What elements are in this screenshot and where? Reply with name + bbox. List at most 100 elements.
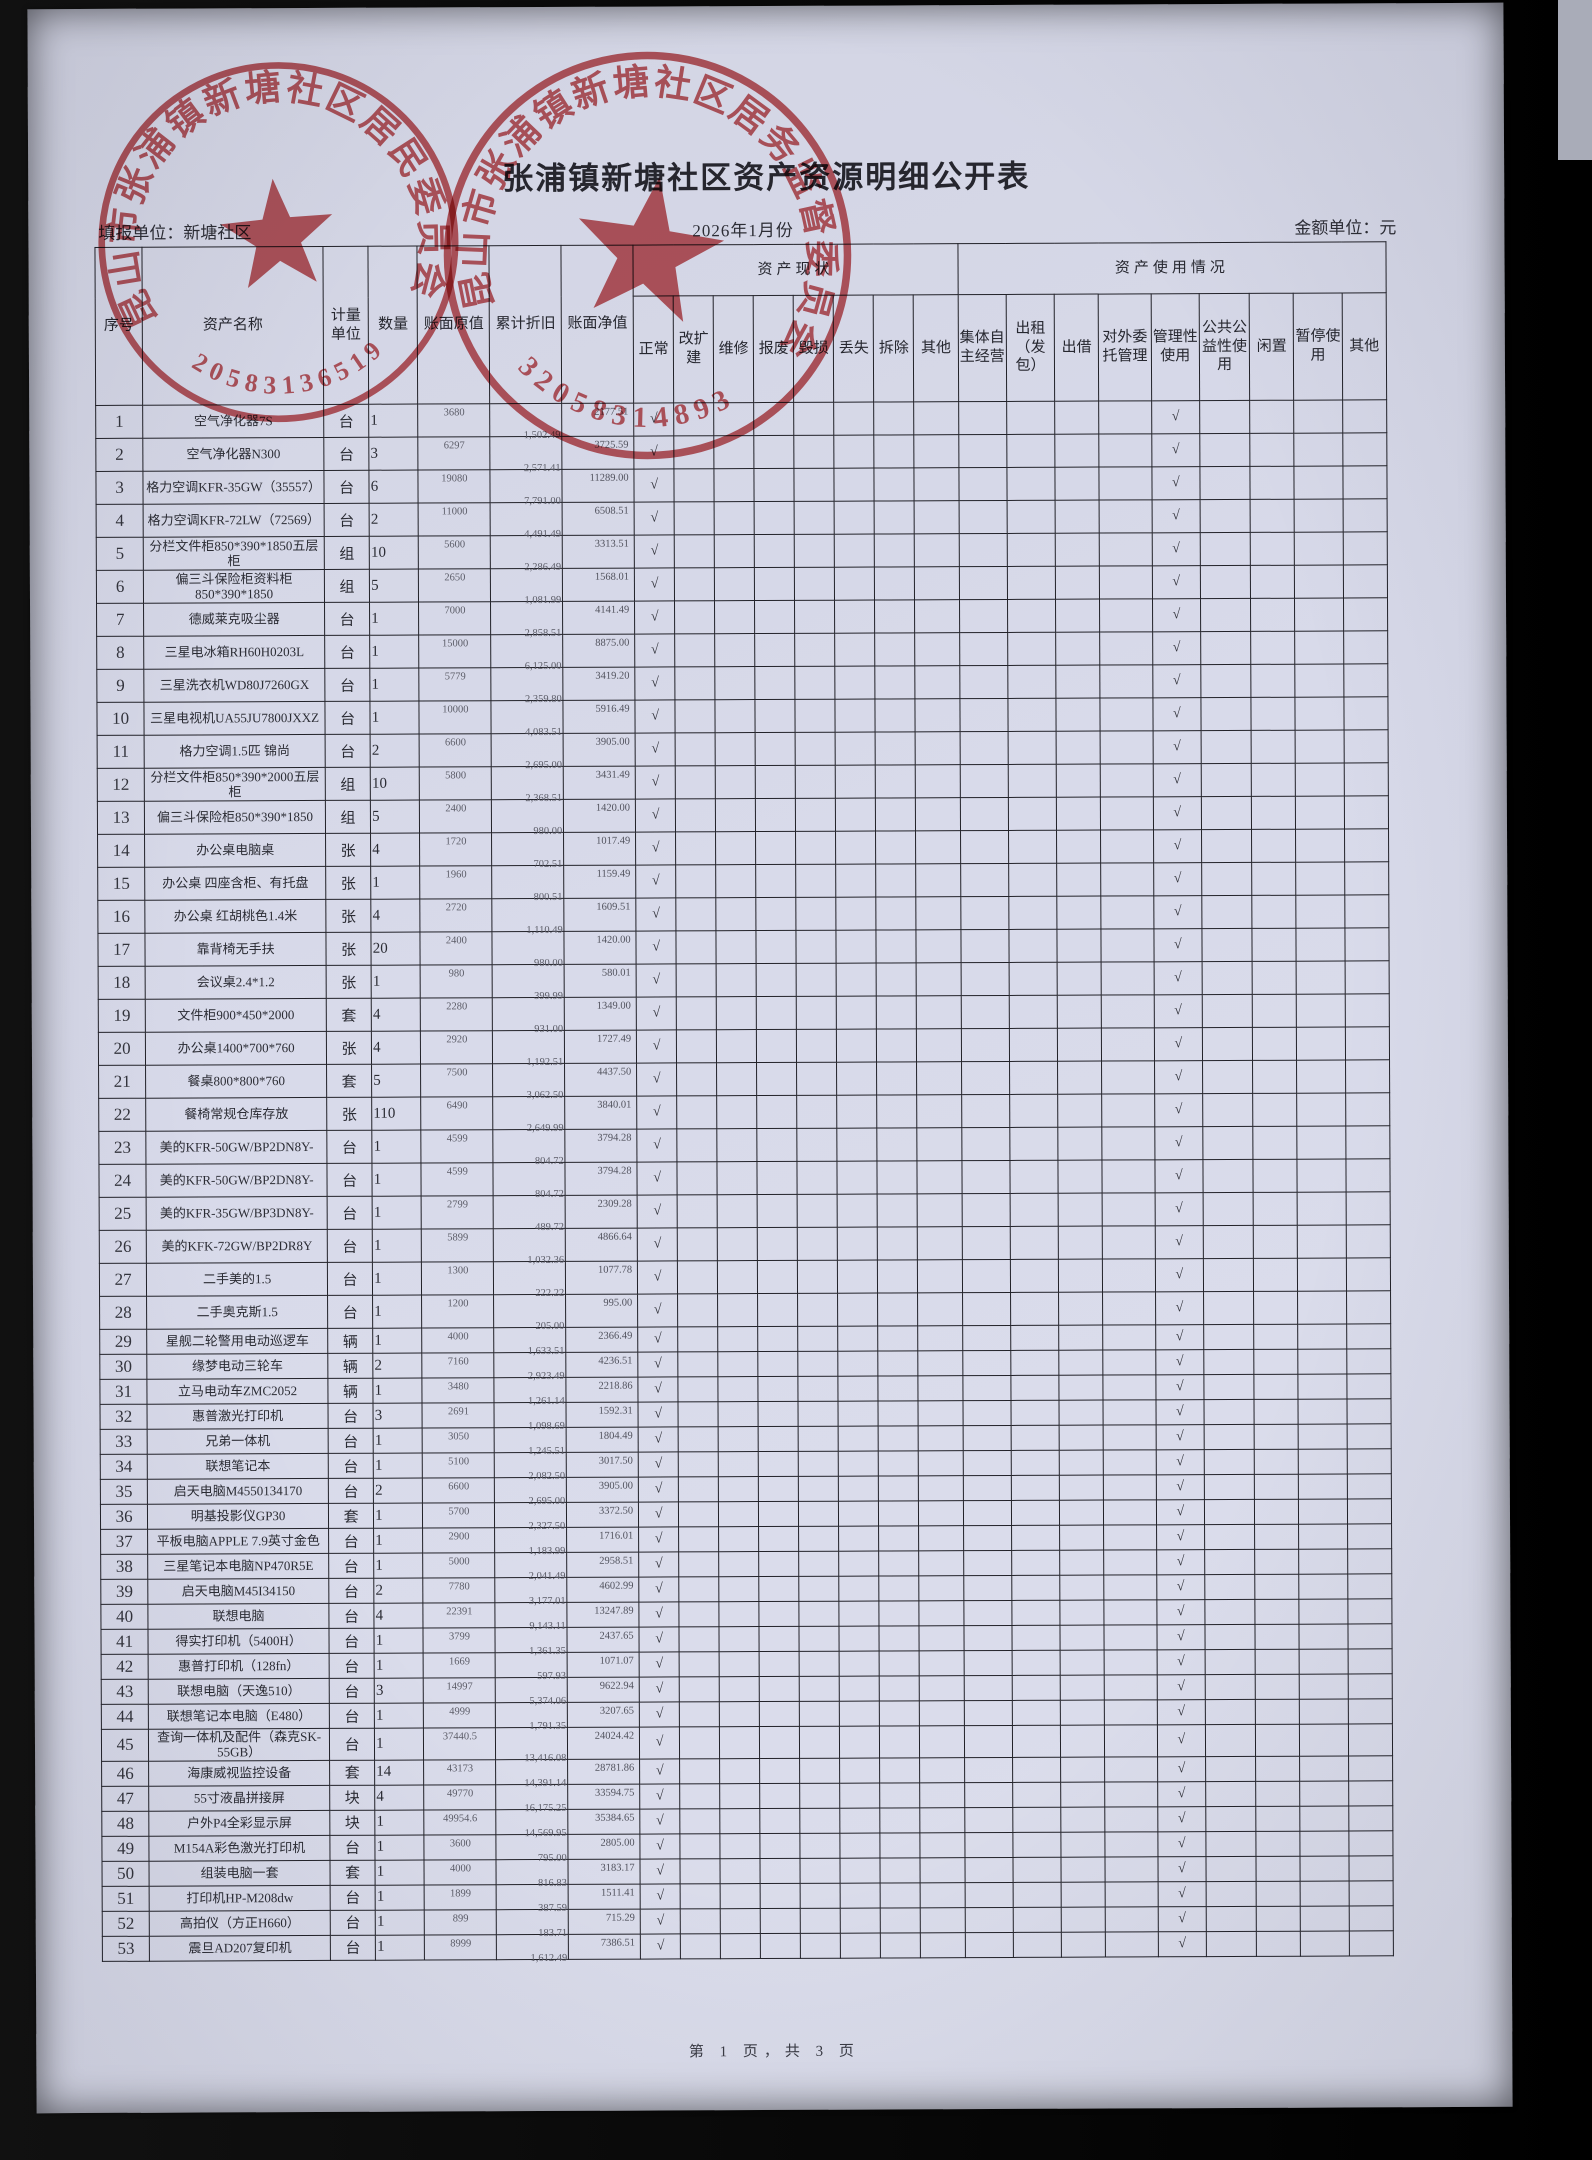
cell-usage-5 bbox=[1202, 1093, 1254, 1127]
cell-usage-3 bbox=[1104, 1756, 1158, 1782]
cell-status-3 bbox=[760, 1808, 801, 1834]
cell-usage-0 bbox=[963, 1525, 1012, 1551]
cell-usage-0 bbox=[963, 1675, 1013, 1701]
cell-status-5 bbox=[837, 1161, 878, 1195]
cell-asset-name: 办公桌电脑桌 bbox=[144, 833, 326, 868]
cell-usage-4: √ bbox=[1154, 1126, 1203, 1160]
cell-book-net: 3431.49 bbox=[563, 766, 636, 800]
cell-status-3 bbox=[755, 732, 796, 766]
cell-usage-0 bbox=[961, 1094, 1010, 1128]
cell-serial: 17 bbox=[97, 933, 146, 967]
cell-usage-8 bbox=[1343, 762, 1389, 796]
cell-usage-3 bbox=[1098, 400, 1152, 435]
cell-usage-2 bbox=[1060, 1806, 1106, 1832]
cell-usage-4: √ bbox=[1155, 1449, 1205, 1475]
cell-quantity: 4 bbox=[371, 1031, 421, 1065]
cell-status-1 bbox=[680, 1858, 721, 1884]
cell-usage-7 bbox=[1299, 1648, 1348, 1675]
cell-status-7 bbox=[919, 1675, 964, 1701]
cell-asset-name: M154A彩色激光打印机 bbox=[149, 1835, 330, 1861]
cell-status-3 bbox=[758, 1501, 799, 1527]
cell-serial: 2 bbox=[95, 438, 144, 472]
cell-quantity: 1 bbox=[373, 1453, 423, 1479]
cell-usage-8 bbox=[1348, 1698, 1393, 1724]
cell-serial: 6 bbox=[96, 570, 144, 604]
cell-quantity: 1 bbox=[372, 1163, 422, 1197]
cell-status-5 bbox=[834, 468, 875, 502]
cell-status-6 bbox=[874, 533, 915, 568]
cell-usage-5 bbox=[1203, 1192, 1254, 1226]
cell-unit: 台 bbox=[329, 1703, 375, 1729]
cell-status-5 bbox=[839, 1576, 880, 1602]
cell-usage-8 bbox=[1347, 1623, 1393, 1649]
cell-status-1 bbox=[676, 1128, 718, 1162]
cell-status-6 bbox=[878, 1350, 919, 1377]
cell-usage-6 bbox=[1253, 1324, 1299, 1350]
cell-usage-3 bbox=[1105, 1806, 1158, 1832]
cell-status-7 bbox=[917, 1127, 962, 1161]
cell-usage-6 bbox=[1256, 1880, 1301, 1907]
cell-accum-depreciation: 2,082.50 bbox=[494, 1452, 567, 1482]
cell-status-7 bbox=[920, 1907, 965, 1933]
cell-usage-1 bbox=[1006, 434, 1056, 468]
cell-book-net: 24024.42 bbox=[567, 1727, 640, 1760]
cell-usage-0 bbox=[964, 1907, 1014, 1933]
cell-usage-7 bbox=[1298, 1323, 1347, 1350]
cell-book-original: 5700 bbox=[422, 1502, 495, 1529]
cell-usage-5 bbox=[1204, 1474, 1255, 1500]
cell-usage-3 bbox=[1104, 1699, 1158, 1726]
cell-usage-6 bbox=[1256, 1930, 1301, 1957]
cell-status-5 bbox=[837, 1194, 878, 1228]
cell-status-2 bbox=[720, 1858, 761, 1884]
cell-asset-name: 惠普激光打印机 bbox=[147, 1403, 329, 1430]
cell-status-0: √ bbox=[640, 1933, 681, 1959]
cell-status-5 bbox=[840, 1932, 881, 1958]
cell-status-5 bbox=[836, 864, 877, 898]
cell-status-2 bbox=[716, 963, 757, 997]
cell-status-6 bbox=[880, 1832, 921, 1858]
cell-status-3 bbox=[760, 1933, 801, 1959]
cell-quantity: 110 bbox=[371, 1097, 422, 1131]
cell-usage-5 bbox=[1200, 532, 1251, 566]
cell-usage-3 bbox=[1104, 1674, 1158, 1701]
cell-accum-depreciation: 16,175.25 bbox=[496, 1784, 569, 1814]
cell-status-7 bbox=[914, 533, 959, 567]
cell-status-7 bbox=[915, 764, 961, 798]
cell-usage-7 bbox=[1295, 696, 1344, 731]
cell-usage-5 bbox=[1200, 697, 1252, 731]
cell-usage-2 bbox=[1059, 1375, 1104, 1401]
cell-usage-7 bbox=[1294, 432, 1343, 467]
cell-usage-1 bbox=[1013, 1931, 1062, 1958]
cell-quantity: 1 bbox=[373, 1528, 424, 1554]
cell-status-7 bbox=[915, 632, 960, 666]
cell-serial: 13 bbox=[97, 801, 145, 835]
cell-usage-8 bbox=[1343, 597, 1388, 631]
cell-serial: 12 bbox=[97, 768, 145, 802]
cell-usage-0 bbox=[958, 500, 1008, 534]
cell-usage-8 bbox=[1347, 1573, 1392, 1599]
cell-quantity: 1 bbox=[375, 1859, 425, 1885]
cell-usage-2 bbox=[1059, 1475, 1104, 1501]
col-header-accum-depreciation: 累计折旧 bbox=[489, 245, 562, 404]
cell-quantity: 1 bbox=[375, 1934, 425, 1960]
cell-asset-name: 启天电脑M45I34150 bbox=[148, 1578, 329, 1605]
cell-usage-8 bbox=[1345, 1059, 1390, 1093]
cell-book-net: 13247.89 bbox=[567, 1602, 640, 1628]
cell-usage-5 bbox=[1204, 1524, 1255, 1550]
cell-book-net: 3905.00 bbox=[566, 1477, 639, 1503]
cell-quantity: 4 bbox=[374, 1784, 425, 1810]
cell-unit: 台 bbox=[327, 1403, 374, 1429]
cell-usage-3 bbox=[1100, 730, 1153, 765]
cell-asset-name: 办公桌1400*700*760 bbox=[145, 1031, 327, 1066]
cell-book-net: 2437.65 bbox=[567, 1627, 640, 1653]
cell-status-2 bbox=[717, 1128, 758, 1162]
cell-status-4 bbox=[798, 1526, 840, 1552]
table-row: 16 办公桌 红胡桃色1.4米张 4 2720 1,110.49 1609.51 √ √ bbox=[97, 894, 1389, 936]
cell-status-0: √ bbox=[638, 1551, 679, 1578]
page-title: 张浦镇新塘社区资产资源明细公开表 bbox=[502, 158, 1031, 197]
cell-status-2 bbox=[718, 1526, 759, 1552]
cell-book-net: 3313.51 bbox=[562, 535, 635, 569]
cell-status-3 bbox=[758, 1401, 799, 1427]
cell-usage-6 bbox=[1253, 1192, 1298, 1226]
cell-usage-2 bbox=[1061, 1856, 1106, 1882]
